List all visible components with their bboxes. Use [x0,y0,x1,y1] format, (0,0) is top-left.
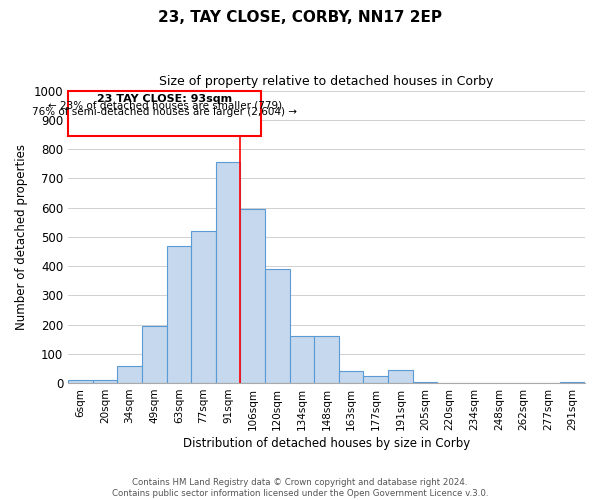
Bar [388,370,413,383]
Bar [142,326,167,383]
Bar [241,209,265,383]
Bar [92,380,117,383]
Bar [191,231,216,383]
Bar [265,269,290,383]
Bar [314,336,339,383]
Title: Size of property relative to detached houses in Corby: Size of property relative to detached ho… [160,75,494,88]
Text: Contains HM Land Registry data © Crown copyright and database right 2024.
Contai: Contains HM Land Registry data © Crown c… [112,478,488,498]
Bar [290,336,314,383]
Bar [364,376,388,383]
Text: 23, TAY CLOSE, CORBY, NN17 2EP: 23, TAY CLOSE, CORBY, NN17 2EP [158,10,442,25]
X-axis label: Distribution of detached houses by size in Corby: Distribution of detached houses by size … [183,437,470,450]
Text: 76% of semi-detached houses are larger (2,604) →: 76% of semi-detached houses are larger (… [32,107,297,117]
Bar [413,382,437,383]
FancyBboxPatch shape [68,90,261,136]
Text: ← 23% of detached houses are smaller (779): ← 23% of detached houses are smaller (77… [47,100,282,110]
Text: 23 TAY CLOSE: 93sqm: 23 TAY CLOSE: 93sqm [97,94,232,104]
Y-axis label: Number of detached properties: Number of detached properties [15,144,28,330]
Bar [68,380,92,383]
Bar [167,246,191,383]
Bar [216,162,241,383]
Bar [117,366,142,383]
Bar [339,371,364,383]
Bar [560,382,585,383]
